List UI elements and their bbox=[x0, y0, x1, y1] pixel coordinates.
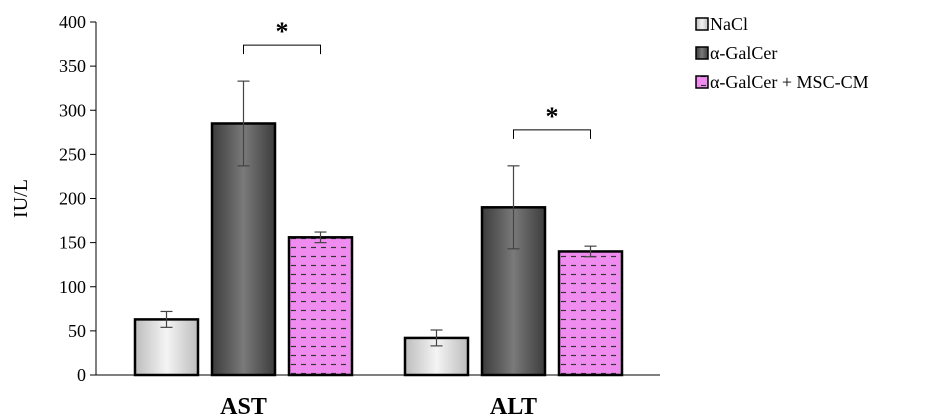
y-tick-label: 400 bbox=[59, 12, 86, 32]
significance-bracket bbox=[513, 129, 591, 139]
y-tick-label: 50 bbox=[68, 321, 86, 341]
legend-label-0: NaCl bbox=[710, 14, 748, 34]
y-tick-label: 150 bbox=[59, 233, 86, 253]
significance-bracket bbox=[243, 44, 321, 55]
y-tick-label: 300 bbox=[59, 100, 86, 120]
legend-label-2: α-GalCer + MSC-CM bbox=[710, 72, 869, 92]
bar-ast-series-0 bbox=[133, 318, 200, 377]
y-axis-label: IU/L bbox=[10, 179, 32, 218]
x-category-label-alt: ALT bbox=[490, 394, 537, 418]
bar-alt-series-2 bbox=[557, 250, 624, 377]
y-tick-label: 0 bbox=[77, 365, 86, 385]
legend-swatch-2 bbox=[695, 75, 709, 89]
significance-star: * bbox=[546, 102, 559, 131]
y-tick-label: 350 bbox=[59, 56, 86, 76]
significance-star: * bbox=[276, 17, 289, 46]
y-tick-label: 250 bbox=[59, 144, 86, 164]
legend-label-1: α-GalCer bbox=[710, 43, 777, 63]
legend-swatch-1 bbox=[695, 46, 709, 60]
bar-ast-series-2 bbox=[287, 236, 354, 377]
y-tick-label: 200 bbox=[59, 189, 86, 209]
x-category-label-ast: AST bbox=[220, 394, 267, 418]
legend-swatch-0 bbox=[695, 17, 709, 31]
y-tick-label: 100 bbox=[59, 277, 86, 297]
